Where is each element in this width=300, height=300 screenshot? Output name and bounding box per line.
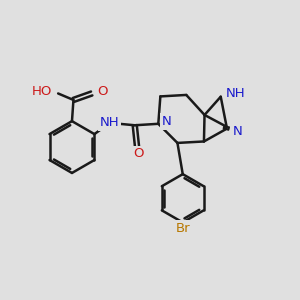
- Text: N: N: [162, 115, 172, 128]
- Text: N: N: [232, 125, 242, 138]
- Text: NH: NH: [100, 116, 119, 129]
- Text: NH: NH: [226, 87, 246, 100]
- Text: Br: Br: [176, 222, 190, 235]
- Text: O: O: [134, 147, 144, 160]
- Text: O: O: [97, 85, 107, 98]
- Text: HO: HO: [31, 85, 52, 98]
